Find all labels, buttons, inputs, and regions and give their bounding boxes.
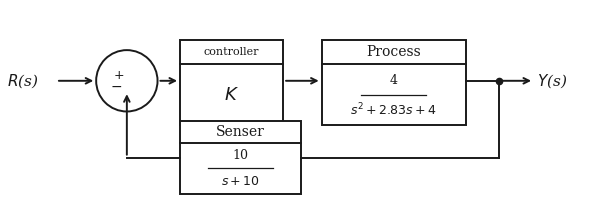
Text: $s+10$: $s+10$ xyxy=(221,175,260,188)
Bar xyxy=(322,40,466,125)
Bar xyxy=(180,40,283,125)
Text: $R$(s): $R$(s) xyxy=(7,72,39,90)
Text: $s^2+2.83s+4$: $s^2+2.83s+4$ xyxy=(350,102,437,119)
Text: Process: Process xyxy=(366,45,421,59)
Text: 4: 4 xyxy=(390,74,398,87)
Text: Senser: Senser xyxy=(216,125,265,139)
Text: +: + xyxy=(114,69,124,82)
Text: 10: 10 xyxy=(232,149,248,162)
Text: $K$: $K$ xyxy=(224,86,239,104)
Bar xyxy=(180,121,301,194)
Text: controller: controller xyxy=(204,47,260,57)
Text: −: − xyxy=(110,80,122,94)
Text: $Y$(s): $Y$(s) xyxy=(537,72,567,90)
